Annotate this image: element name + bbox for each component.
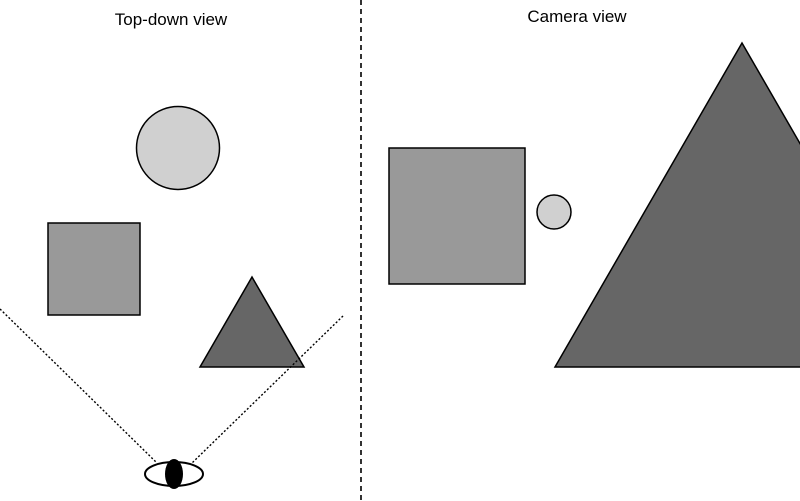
top-down-view-title: Top-down view xyxy=(115,10,228,29)
camera-triangle xyxy=(553,41,800,368)
eye-icon xyxy=(144,459,204,489)
field-of-view-right-line xyxy=(191,315,344,464)
camera-square xyxy=(388,147,526,285)
top-down-square xyxy=(47,222,141,316)
top-down-circle xyxy=(135,105,221,191)
top-down-view-panel: Top-down view xyxy=(0,10,344,489)
field-of-view-left-line xyxy=(0,308,158,464)
camera-circle xyxy=(536,194,572,230)
camera-view-panel: Camera view xyxy=(388,7,800,368)
top-down-triangle xyxy=(198,275,306,368)
camera-view-title: Camera view xyxy=(527,7,627,26)
